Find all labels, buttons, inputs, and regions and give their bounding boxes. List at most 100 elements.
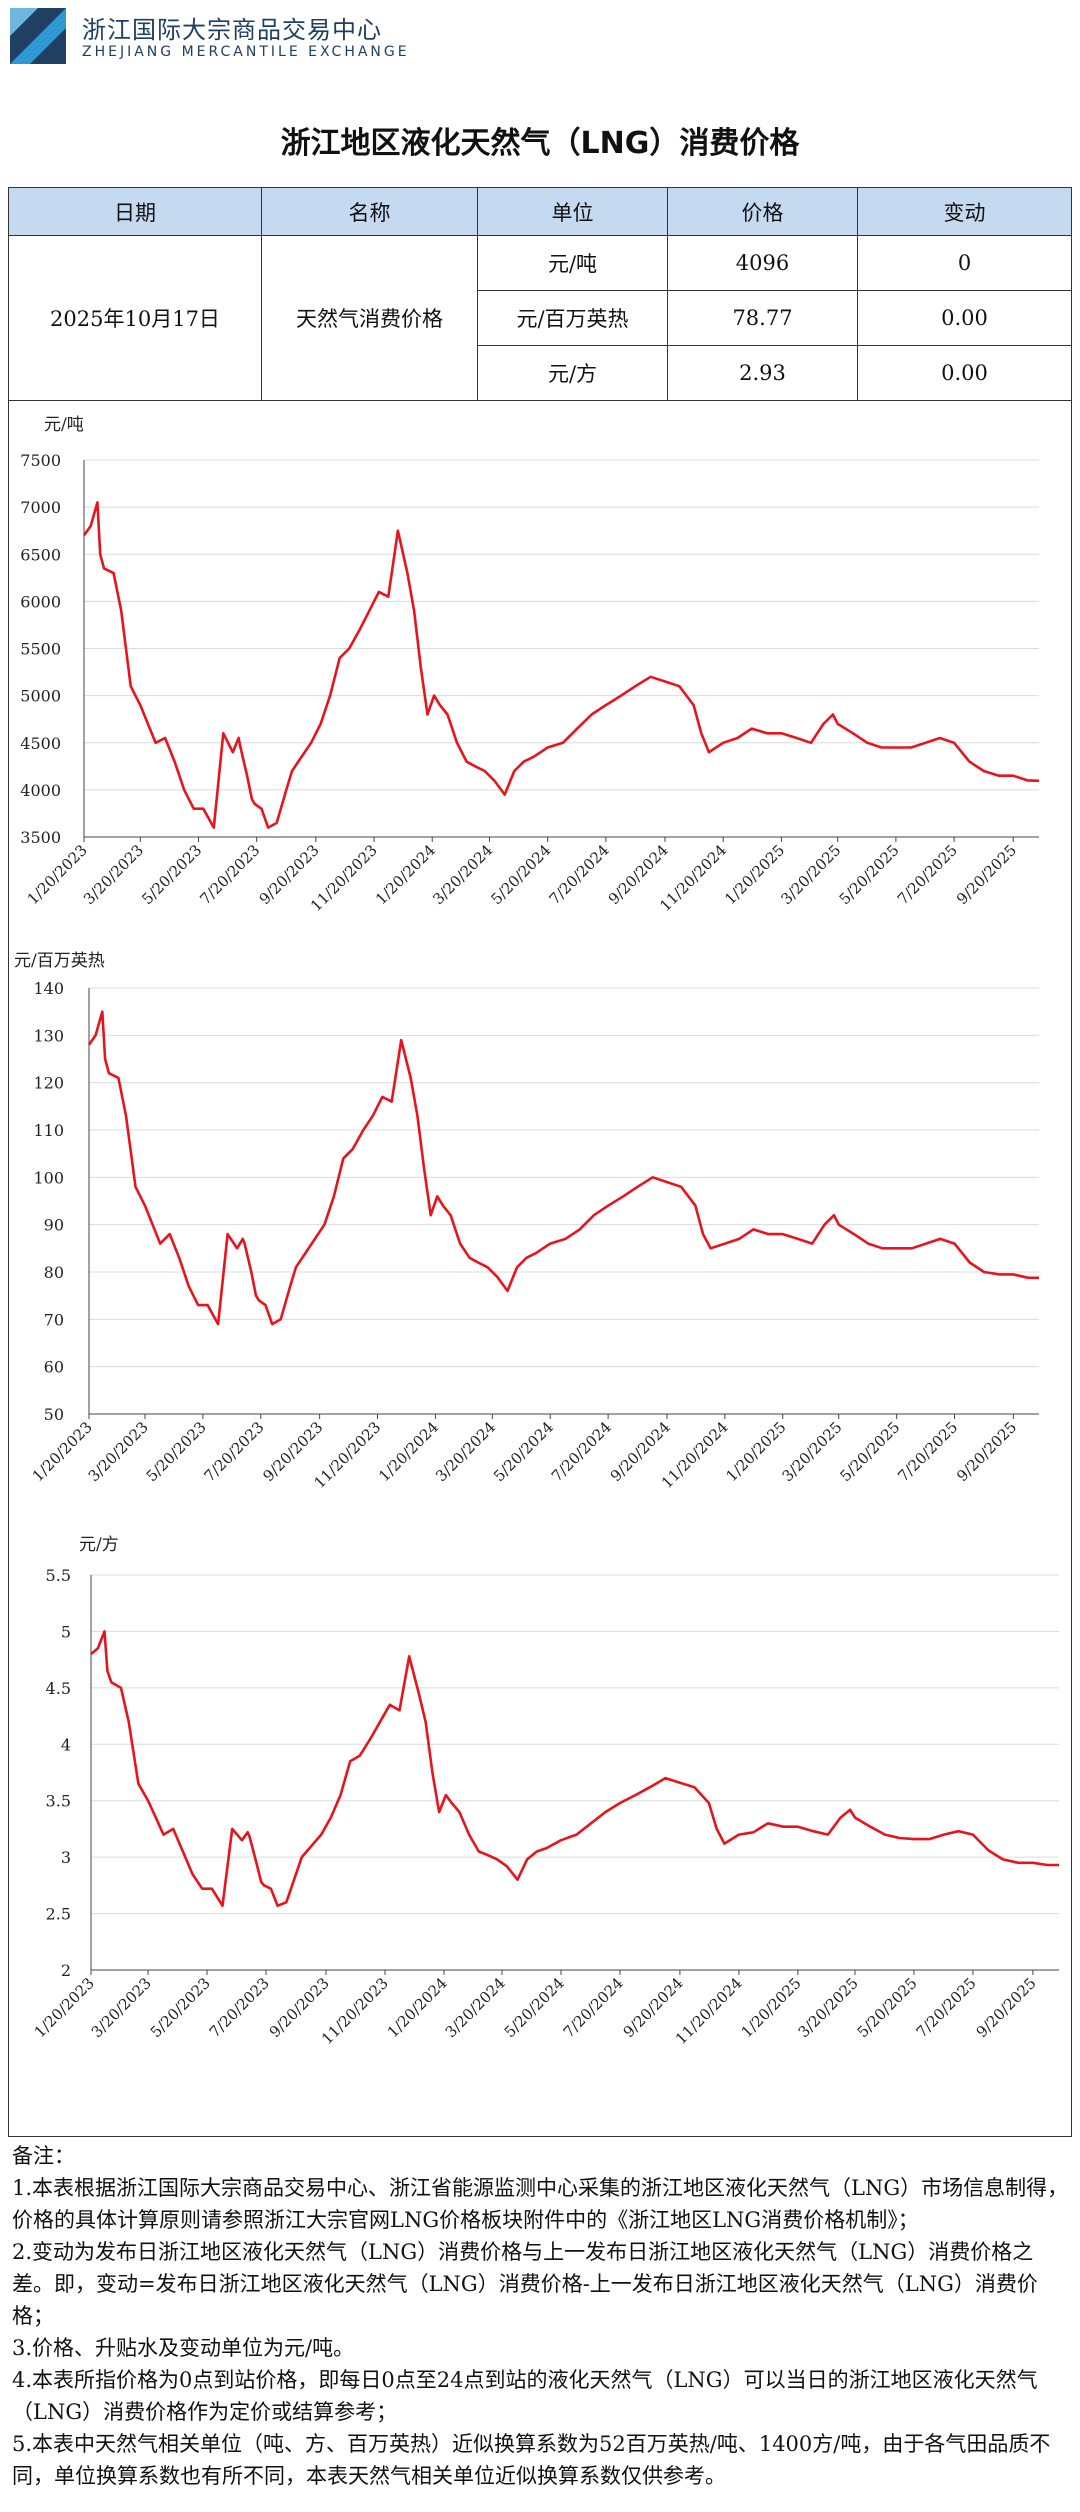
x-tick-label: 3/20/2023	[85, 1418, 152, 1485]
x-tick-label: 3/20/2025	[777, 841, 844, 908]
note-item: 4.本表所指价格为0点到站价格，即每日0点至24点到站的液化天然气（LNG）可以…	[12, 2368, 1038, 2424]
x-tick-label: 3/20/2024	[432, 1418, 499, 1485]
y-tick-label: 3	[61, 1848, 71, 1867]
x-tick-label: 7/20/2023	[200, 1418, 267, 1485]
page-title: 浙江地区液化天然气（LNG）消费价格	[280, 126, 800, 161]
x-tick-label: 9/20/2025	[953, 1418, 1020, 1485]
x-tick-label: 7/20/2023	[206, 1974, 273, 2041]
page-header: 浙江国际大宗商品交易中心 ZHEJIANG MERCANTILE EXCHANG…	[0, 0, 1080, 80]
x-tick-label: 9/20/2025	[973, 1974, 1040, 2041]
chart-svg-per-ton: 元/吨 3500 4000 4500 5000 5500 6000 6500 7000 7500 1…	[20, 415, 1040, 915]
x-tick-label: 7/20/2024	[546, 841, 613, 908]
y-tick-label: 50	[44, 1405, 64, 1424]
col-header-price: 价格	[667, 187, 858, 236]
date-cell: 2025年10月17日	[8, 235, 262, 401]
col-header-date: 日期	[8, 187, 262, 236]
x-tick-label: 1/20/2024	[384, 1974, 451, 2041]
x-tick-label: 5/20/2024	[490, 1418, 557, 1485]
chart-price-per-ton: 元/吨 3500 4000 4500 5000 5500 6000 6500 7000 7500 1…	[9, 400, 1071, 930]
y-tick-label: 130	[33, 1026, 64, 1045]
x-tick-label: 5/20/2023	[143, 1418, 210, 1485]
x-tick-label: 7/20/2025	[894, 841, 961, 908]
x-tick-label: 3/20/2024	[442, 1974, 509, 2041]
y-tick-label: 3.5	[46, 1792, 71, 1811]
x-tick-label: 1/20/2023	[24, 841, 91, 908]
org-name-en: ZHEJIANG MERCANTILE EXCHANGE	[82, 44, 410, 60]
x-tick-label: 7/20/2025	[894, 1418, 961, 1485]
col-header-name: 名称	[261, 187, 478, 236]
x-tick-label: 1/20/2025	[722, 1418, 789, 1485]
price-series-line	[82, 501, 1040, 829]
y-tick-label: 5500	[20, 640, 61, 659]
table-row: 2025年10月17日 天然气消费价格 元/吨 4096 0	[8, 235, 1072, 401]
x-tick-label: 1/20/2023	[31, 1974, 98, 2041]
x-tick-label: 3/20/2024	[429, 841, 496, 908]
org-name-cn: 浙江国际大宗商品交易中心	[82, 16, 382, 44]
x-tick-label: 5/20/2024	[487, 841, 554, 908]
y-axis-unit-label: 元/方	[79, 1535, 119, 1555]
x-tick-label: 1/20/2025	[721, 841, 788, 908]
price-series-line	[87, 1010, 1040, 1326]
x-tick-label: 5/20/2025	[836, 1418, 903, 1485]
x-tick-label: 5/20/2023	[147, 1974, 214, 2041]
chart-price-per-mmbtu: 元/百万英热 50 60 70 80 90 100 110 120 130 140 1/20/2023…	[9, 948, 1071, 1498]
y-tick-label: 110	[33, 1121, 64, 1140]
y-tick-label: 70	[44, 1310, 64, 1329]
y-tick-label: 4000	[20, 781, 61, 800]
y-tick-label: 5.5	[46, 1566, 71, 1585]
price-table: 日期 名称 单位 价格 变动 2025年10月17日 天然气消费价格 元/吨 4…	[8, 187, 1072, 401]
x-tick-label: 3/20/2023	[88, 1974, 155, 2041]
y-tick-label: 4.5	[46, 1679, 71, 1698]
y-axis-unit-label: 元/吨	[44, 415, 84, 435]
x-tick-label: 9/20/2025	[953, 841, 1020, 908]
y-tick-label: 140	[33, 979, 64, 998]
chart-svg-per-mmbtu: 元/百万英热 50 60 70 80 90 100 110 120 130 140 1/20/2023…	[14, 951, 1040, 1492]
note-item: 3.价格、升贴水及变动单位为元/吨。	[12, 2336, 355, 2360]
col-header-unit: 单位	[477, 187, 668, 236]
y-tick-label: 2.5	[46, 1905, 71, 1924]
exchange-logo-icon	[10, 8, 66, 64]
y-tick-label: 7500	[20, 451, 61, 470]
y-tick-label: 5	[61, 1622, 71, 1641]
x-tick-label: 1/20/2023	[29, 1418, 96, 1485]
unit-cell: 元/方	[477, 345, 668, 401]
y-tick-label: 2	[61, 1961, 71, 1980]
x-tick-label: 7/20/2024	[560, 1974, 627, 2041]
x-tick-label: 1/20/2025	[738, 1974, 805, 2041]
chart-price-per-cubic-meter: 元/方 2 2.5 3 3.5 4 4.5 5 5.5 1/20/2023 3/20/2023 5/2…	[9, 1525, 1071, 2115]
change-cell: 0.00	[857, 290, 1072, 346]
y-tick-label: 60	[44, 1358, 64, 1377]
note-item: 1.本表根据浙江国际大宗商品交易中心、浙江省能源监测中心采集的浙江地区液化天然气…	[12, 2176, 1069, 2232]
x-tick-label: 3/20/2023	[80, 841, 147, 908]
table-row: 元/百万英热 78.77 0.00	[9, 290, 1072, 346]
y-tick-label: 80	[44, 1263, 64, 1282]
price-cell: 2.93	[667, 345, 858, 401]
x-tick-label: 7/20/2024	[548, 1418, 615, 1485]
change-cell: 0	[857, 235, 1072, 291]
note-item: 2.变动为发布日浙江地区液化天然气（LNG）消费价格与上一发布日浙江地区液化天然…	[12, 2240, 1038, 2328]
unit-cell: 元/吨	[477, 235, 668, 291]
y-tick-label: 90	[44, 1216, 64, 1235]
y-tick-label: 6500	[20, 545, 61, 564]
y-tick-label: 4500	[20, 734, 61, 753]
notes-title: 备注：	[12, 2144, 75, 2168]
y-tick-label: 100	[33, 1168, 64, 1187]
notes-section: 备注： 1.本表根据浙江国际大宗商品交易中心、浙江省能源监测中心采集的浙江地区液…	[12, 2140, 1072, 2492]
x-tick-label: 3/20/2025	[778, 1418, 845, 1485]
x-tick-label: 5/20/2025	[854, 1974, 921, 2041]
x-tick-label: 7/20/2025	[913, 1974, 980, 2041]
price-series-line	[90, 1630, 1059, 1908]
table-row: 元/方 2.93 0.00	[9, 345, 1072, 401]
price-cell: 4096	[667, 235, 858, 291]
note-item: 5.本表中天然气相关单位（吨、方、百万英热）近似换算系数为52百万英热/吨、14…	[12, 2432, 1051, 2488]
x-tick-label: 5/20/2024	[501, 1974, 568, 2041]
unit-cell: 元/百万英热	[477, 290, 668, 346]
y-tick-label: 4	[61, 1735, 71, 1754]
y-tick-label: 6000	[20, 592, 61, 611]
y-tick-label: 5000	[20, 687, 61, 706]
chart-svg-per-cubic-meter: 元/方22.533.544.555.51/20/20233/20/20235/2…	[31, 1535, 1059, 2048]
x-tick-label: 7/20/2023	[196, 841, 263, 908]
x-tick-label: 1/20/2024	[375, 1418, 442, 1485]
x-tick-label: 5/20/2025	[836, 841, 903, 908]
table-header-row: 日期 名称 单位 价格 变动	[8, 187, 1072, 236]
